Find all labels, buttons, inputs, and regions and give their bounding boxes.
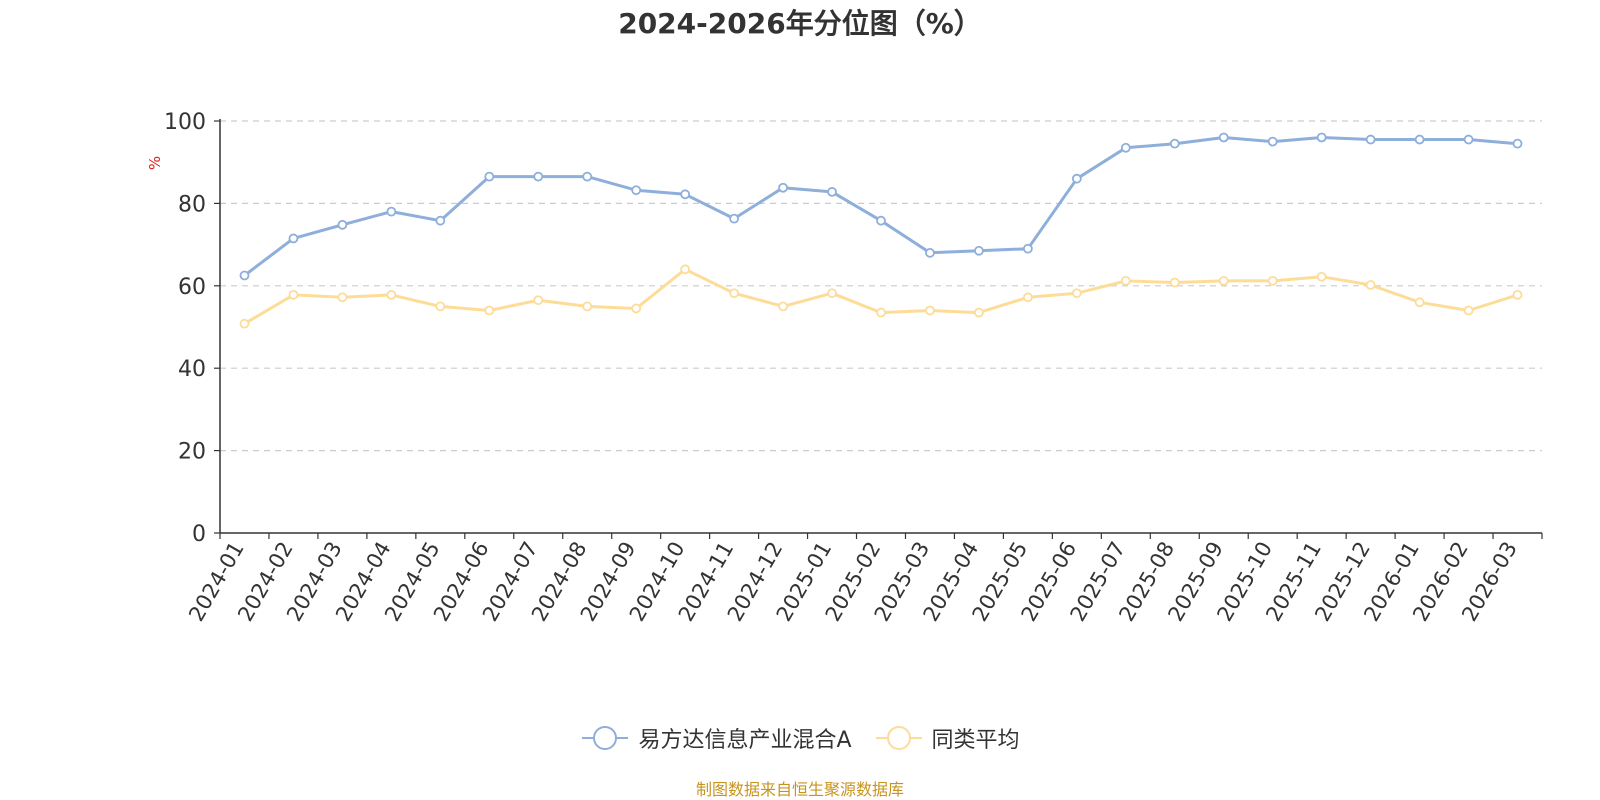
series-1-point[interactable] bbox=[778, 301, 788, 312]
series-0-point[interactable] bbox=[974, 245, 984, 256]
series-line-0 bbox=[243, 136, 1518, 277]
series-1-point[interactable] bbox=[533, 295, 544, 306]
series-0-point[interactable] bbox=[1022, 243, 1033, 254]
y-tick-label: 0 bbox=[192, 522, 206, 547]
series-0-point[interactable] bbox=[337, 219, 348, 230]
series-1-point[interactable] bbox=[925, 305, 935, 316]
series-1-point[interactable] bbox=[876, 307, 886, 318]
series-0-point[interactable] bbox=[680, 189, 691, 200]
series-0-point[interactable] bbox=[1169, 138, 1180, 149]
line-chart: 0204060801002024-012024-022024-032024-04… bbox=[146, 110, 1543, 625]
legend-marker-icon bbox=[875, 726, 922, 750]
series-0-point[interactable] bbox=[533, 171, 544, 182]
legend-item-series-0[interactable]: 易方达信息产业混合A bbox=[580, 722, 852, 754]
series-0-point[interactable] bbox=[288, 233, 299, 244]
series-1-point[interactable] bbox=[1120, 275, 1131, 286]
series-0-point[interactable] bbox=[1512, 138, 1523, 149]
legend-item-series-1[interactable]: 同类平均 bbox=[874, 722, 1020, 754]
series-0-point[interactable] bbox=[778, 182, 788, 193]
series-0-point[interactable] bbox=[484, 171, 495, 182]
source-note: 制图数据来自恒生聚源数据库 bbox=[695, 780, 904, 799]
series-0-point[interactable] bbox=[582, 171, 593, 182]
series-1-point[interactable] bbox=[1316, 271, 1327, 282]
series-1-point[interactable] bbox=[827, 288, 837, 299]
series-0-point[interactable] bbox=[239, 270, 250, 281]
series-1-point[interactable] bbox=[386, 289, 397, 300]
series-1-point[interactable] bbox=[288, 289, 299, 300]
series-0-point[interactable] bbox=[1316, 132, 1327, 143]
y-tick-label: 40 bbox=[178, 357, 206, 382]
series-lines bbox=[239, 132, 1523, 329]
series-0-point[interactable] bbox=[827, 186, 837, 197]
series-1-point[interactable] bbox=[1169, 277, 1180, 288]
grid-lines bbox=[220, 120, 1542, 452]
legend-marker-icon bbox=[582, 726, 629, 750]
series-0-point[interactable] bbox=[1267, 136, 1278, 147]
series-0-point[interactable] bbox=[1120, 142, 1131, 153]
series-1-point[interactable] bbox=[1512, 289, 1523, 300]
series-1-point[interactable] bbox=[1071, 288, 1082, 299]
series-1-point[interactable] bbox=[435, 301, 446, 312]
series-1-point[interactable] bbox=[582, 301, 593, 312]
series-0-point[interactable] bbox=[1071, 173, 1082, 184]
y-tick-label: 20 bbox=[178, 440, 206, 465]
series-1-point[interactable] bbox=[239, 318, 250, 329]
series-1-point[interactable] bbox=[1267, 275, 1278, 286]
series-0-point[interactable] bbox=[1463, 134, 1474, 145]
series-0-point[interactable] bbox=[876, 215, 886, 226]
series-1-point[interactable] bbox=[1022, 292, 1033, 303]
series-1-point[interactable] bbox=[1365, 280, 1376, 290]
series-1-point[interactable] bbox=[1218, 275, 1229, 286]
series-0-point[interactable] bbox=[1414, 134, 1425, 145]
series-0-point[interactable] bbox=[1365, 134, 1376, 145]
legend-label: 易方达信息产业混合A bbox=[638, 728, 852, 753]
series-1-point[interactable] bbox=[337, 292, 348, 303]
series-1-point[interactable] bbox=[1463, 305, 1474, 316]
series-0-point[interactable] bbox=[729, 213, 740, 224]
y-tick-label: 60 bbox=[178, 275, 206, 300]
series-1-point[interactable] bbox=[484, 305, 495, 316]
series-0-point[interactable] bbox=[435, 215, 446, 226]
legend-label: 同类平均 bbox=[931, 728, 1020, 753]
series-0-point[interactable] bbox=[1218, 132, 1229, 143]
chart-title: 2024-2026年分位图（%） bbox=[618, 7, 982, 40]
series-1-point[interactable] bbox=[631, 303, 642, 314]
series-0-point[interactable] bbox=[631, 185, 642, 196]
series-1-point[interactable] bbox=[729, 288, 740, 299]
series-0-point[interactable] bbox=[386, 206, 397, 217]
series-1-point[interactable] bbox=[1414, 297, 1425, 308]
series-0-point[interactable] bbox=[925, 247, 935, 258]
y-axis-label: % bbox=[146, 156, 164, 170]
series-1-point[interactable] bbox=[974, 307, 984, 318]
y-tick-label: 80 bbox=[178, 192, 206, 217]
series-1-point[interactable] bbox=[680, 264, 691, 275]
y-tick-label: 100 bbox=[164, 110, 206, 135]
legend: 易方达信息产业混合A 同类平均 bbox=[0, 722, 1600, 754]
